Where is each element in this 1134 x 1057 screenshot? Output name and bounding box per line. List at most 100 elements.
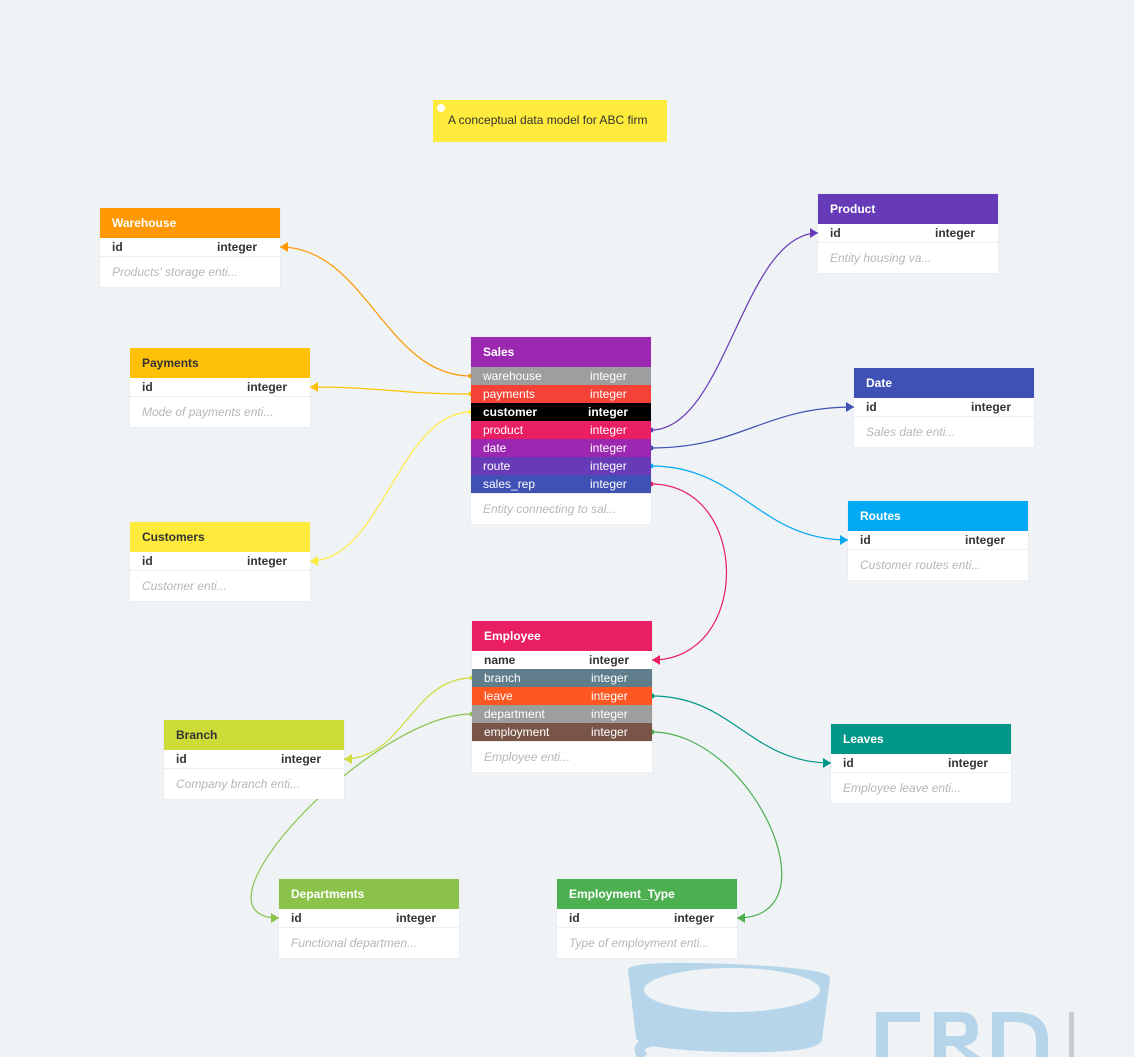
- table-employee[interactable]: Employee name integer branch integer lea…: [472, 621, 652, 772]
- table-field-row[interactable]: id integer: [854, 398, 1034, 416]
- table-field-row[interactable]: branch integer: [472, 669, 652, 687]
- relationship-line[interactable]: [250, 713, 473, 919]
- table-header[interactable]: Employment_Type: [557, 879, 737, 909]
- field-name: payments: [483, 387, 536, 401]
- table-field-row[interactable]: id integer: [130, 552, 310, 570]
- table-field-row[interactable]: leave integer: [472, 687, 652, 705]
- field-name: warehouse: [483, 369, 542, 383]
- diagram-note[interactable]: A conceptual data model for ABC firm: [433, 100, 667, 142]
- field-name: id: [112, 240, 123, 254]
- field-type: integer: [590, 387, 627, 401]
- relationship-arrow-icon: [846, 402, 854, 412]
- table-field-row[interactable]: date integer: [471, 439, 651, 457]
- field-name: date: [483, 441, 507, 455]
- relationship-line[interactable]: [343, 677, 473, 760]
- table-header[interactable]: Warehouse: [100, 208, 280, 238]
- table-header[interactable]: Departments: [279, 879, 459, 909]
- relationship-arrow-icon: [344, 754, 352, 764]
- table-description: Products' storage enti...: [100, 256, 280, 287]
- table-field-row[interactable]: id integer: [848, 531, 1028, 549]
- table-routes[interactable]: Routes id integer Customer routes enti..…: [848, 501, 1028, 580]
- field-type: integer: [590, 423, 627, 437]
- relationship-arrow-icon: [310, 382, 318, 392]
- field-type: integer: [591, 671, 628, 685]
- table-field-row[interactable]: department integer: [472, 705, 652, 723]
- table-field-row[interactable]: id integer: [100, 238, 280, 256]
- table-description: Employee leave enti...: [831, 772, 1011, 803]
- table-description: Customer routes enti...: [848, 549, 1028, 580]
- relationship-arrow-icon: [810, 228, 818, 238]
- note-handle-icon[interactable]: [437, 104, 445, 112]
- table-field-row[interactable]: employment integer: [472, 723, 652, 741]
- table-field-row[interactable]: customer integer: [471, 403, 651, 421]
- field-name: product: [483, 423, 524, 437]
- table-field-row[interactable]: route integer: [471, 457, 651, 475]
- field-name: id: [142, 380, 153, 394]
- relationship-line[interactable]: [650, 483, 728, 661]
- field-type: integer: [281, 752, 322, 766]
- field-name: route: [483, 459, 511, 473]
- field-name: leave: [484, 689, 513, 703]
- relationship-line[interactable]: [651, 695, 832, 764]
- relationship-line[interactable]: [309, 386, 472, 395]
- table-field-row[interactable]: id integer: [557, 909, 737, 927]
- table-product[interactable]: Product id integer Entity housing va...: [818, 194, 998, 273]
- table-header[interactable]: Leaves: [831, 724, 1011, 754]
- table-customers[interactable]: Customers id integer Customer enti...: [130, 522, 310, 601]
- relationship-line[interactable]: [651, 731, 783, 919]
- table-departments[interactable]: Departments id integer Functional depart…: [279, 879, 459, 958]
- table-field-row[interactable]: id integer: [164, 750, 344, 768]
- table-header[interactable]: Routes: [848, 501, 1028, 531]
- note-text: A conceptual data model for ABC firm: [448, 113, 648, 127]
- table-header[interactable]: Product: [818, 194, 998, 224]
- field-type: integer: [217, 240, 258, 254]
- table-field-row[interactable]: payments integer: [471, 385, 651, 403]
- relationship-arrow-icon: [840, 535, 848, 545]
- field-type: integer: [590, 369, 627, 383]
- table-field-row[interactable]: name integer: [472, 651, 652, 669]
- field-name: id: [569, 911, 580, 925]
- table-field-row[interactable]: id integer: [831, 754, 1011, 772]
- relationship-arrow-icon: [652, 655, 660, 665]
- field-type: integer: [591, 689, 628, 703]
- field-name: sales_rep: [483, 477, 536, 491]
- field-type: integer: [591, 725, 628, 739]
- field-type: integer: [588, 405, 629, 419]
- field-name: id: [860, 533, 871, 547]
- table-header[interactable]: Branch: [164, 720, 344, 750]
- table-payments[interactable]: Payments id integer Mode of payments ent…: [130, 348, 310, 427]
- field-name: id: [142, 554, 153, 568]
- relationship-line[interactable]: [309, 411, 472, 562]
- table-field-row[interactable]: warehouse integer: [471, 367, 651, 385]
- table-field-row[interactable]: product integer: [471, 421, 651, 439]
- table-header[interactable]: Sales: [471, 337, 651, 367]
- table-header[interactable]: Employee: [472, 621, 652, 651]
- relationship-line[interactable]: [650, 465, 849, 541]
- field-name: id: [291, 911, 302, 925]
- table-description: Type of employment enti...: [557, 927, 737, 958]
- field-type: integer: [590, 477, 627, 491]
- table-header[interactable]: Date: [854, 368, 1034, 398]
- table-employment-type[interactable]: Employment_Type id integer Type of emplo…: [557, 879, 737, 958]
- field-name: customer: [483, 405, 538, 419]
- table-header[interactable]: Customers: [130, 522, 310, 552]
- field-name: id: [866, 400, 877, 414]
- table-date[interactable]: Date id integer Sales date enti...: [854, 368, 1034, 447]
- table-field-row[interactable]: id integer: [279, 909, 459, 927]
- table-field-row[interactable]: id integer: [818, 224, 998, 242]
- relationship-arrow-icon: [737, 913, 745, 923]
- table-field-row[interactable]: id integer: [130, 378, 310, 396]
- field-name: branch: [484, 671, 521, 685]
- table-sales[interactable]: Sales warehouse integer payments integer…: [471, 337, 651, 524]
- table-field-row[interactable]: sales_rep integer: [471, 475, 651, 493]
- table-leaves[interactable]: Leaves id integer Employee leave enti...: [831, 724, 1011, 803]
- table-header[interactable]: Payments: [130, 348, 310, 378]
- field-type: integer: [247, 554, 288, 568]
- table-warehouse[interactable]: Warehouse id integer Products' storage e…: [100, 208, 280, 287]
- relationship-line[interactable]: [650, 232, 819, 431]
- relationship-line[interactable]: [279, 246, 472, 377]
- relationship-line[interactable]: [650, 406, 855, 449]
- field-name: id: [176, 752, 187, 766]
- table-branch[interactable]: Branch id integer Company branch enti...: [164, 720, 344, 799]
